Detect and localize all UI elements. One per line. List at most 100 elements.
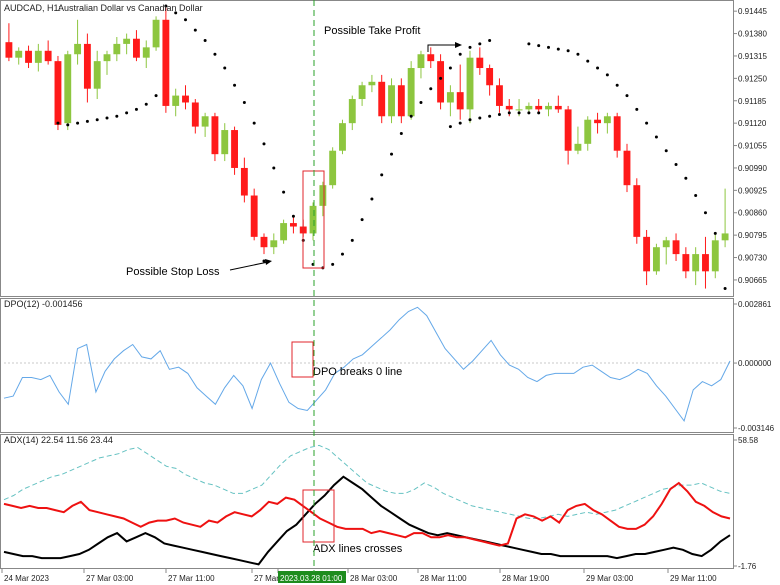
candle-body [692,254,700,272]
candle-body [721,233,729,241]
candle-body [260,236,268,248]
sar-dot [635,107,639,111]
sar-dot [429,87,433,91]
sar-dot [291,214,295,218]
candle-body [456,92,464,110]
axes: 0.91445 0.91380 0.91315 0.91250 0.91185 0.911… [1,7,775,583]
sar-dot [419,100,423,104]
candle-body [211,116,219,155]
time-tick-label: 27 Mar 03:00 [86,574,134,583]
candle-body [74,43,82,55]
sar-dot [468,118,472,122]
sar-dot [380,173,384,177]
sar-dot [566,49,570,53]
candle-body [702,254,709,272]
stop-loss-arrowhead [265,259,272,265]
sar-dot [233,83,237,87]
price-tick-label: 0.91445 [738,7,767,16]
candle-body [652,247,660,272]
sar-dot [645,121,649,125]
candle-body [172,95,180,106]
candle-body [643,236,651,272]
candle-body [525,105,533,110]
candle-body [289,223,297,227]
sar-dot [95,118,99,122]
dpo-title: DPO(12) -0.001456 [4,299,83,309]
sar-dot [56,121,60,125]
dpo-tick-label: -0.003146 [738,424,775,433]
candle-body [623,150,631,186]
sar-dot [527,111,531,115]
adx-tick-label: 58.58 [738,436,759,445]
take-profit-arrow [427,44,458,52]
sar-dot [154,94,158,98]
candle-body [182,95,189,103]
candle-body [682,254,690,272]
candle-body [34,50,42,63]
candle-body [191,102,199,127]
sar-dot [85,119,89,123]
candle-body [633,185,641,237]
candle-body [574,143,582,151]
sar-dot [458,121,462,125]
sar-dot [713,231,717,235]
time-tick-label: 28 Mar 03:00 [350,574,398,583]
sar-dot [576,52,580,56]
sar-dot [694,194,698,198]
sar-dot [76,121,80,125]
sar-dot [282,190,286,194]
candle-body [662,240,670,248]
price-tick-label: 0.91315 [738,52,767,61]
sar-dot [174,11,178,15]
sar-dot [478,116,482,120]
dpo-line [3,306,731,423]
dpo-highlight-box [291,341,314,378]
adx-highlight-box [302,489,335,543]
candle-body [358,85,366,100]
description-label: Australian Dollar vs Canadian Dollar [58,3,203,13]
candle-body [113,43,121,55]
sar-dot [370,197,374,201]
sar-dot [252,121,256,125]
candle-body [603,116,611,124]
dpo-panel [0,298,734,433]
candle-body [201,116,209,127]
candle-body [25,50,32,63]
sar-dot [360,218,364,222]
sar-dot [703,211,707,215]
candle-body [672,240,680,255]
adx-tick-label: -1.76 [738,562,757,571]
sar-dot [605,73,609,77]
adx-panel [0,434,734,569]
price-tick-label: 0.91055 [738,142,767,151]
candle-body [496,85,503,106]
sar-dot [164,4,168,8]
sar-dot [448,66,452,70]
time-tick-label: 28 Mar 19:00 [502,574,550,583]
sar-dot [242,100,246,104]
candle-body [329,150,337,186]
sar-dot [547,45,550,49]
time-tick-label: 27 Mar 11:00 [168,574,215,583]
sar-dot [399,131,403,135]
sar-dot [527,42,531,46]
sar-dot [115,114,119,118]
sar-dot [596,66,600,70]
candle-body [319,185,327,206]
sar-dot [674,163,678,167]
sar-dot [262,259,266,263]
time-tick-label: 29 Mar 11:00 [670,574,717,583]
sar-dot [488,38,492,42]
candle-body [437,61,445,103]
candle-body [711,240,719,272]
stop-loss-arrow [229,261,269,271]
candle-body [221,130,229,155]
sar-dot [105,116,109,120]
candle-body [594,119,601,124]
candle-body [44,50,52,62]
candle-body [486,68,494,86]
candle-body [378,81,386,117]
price-tick-label: 0.90730 [738,254,767,263]
dpo-tick-label: 0.002861 [738,300,772,309]
